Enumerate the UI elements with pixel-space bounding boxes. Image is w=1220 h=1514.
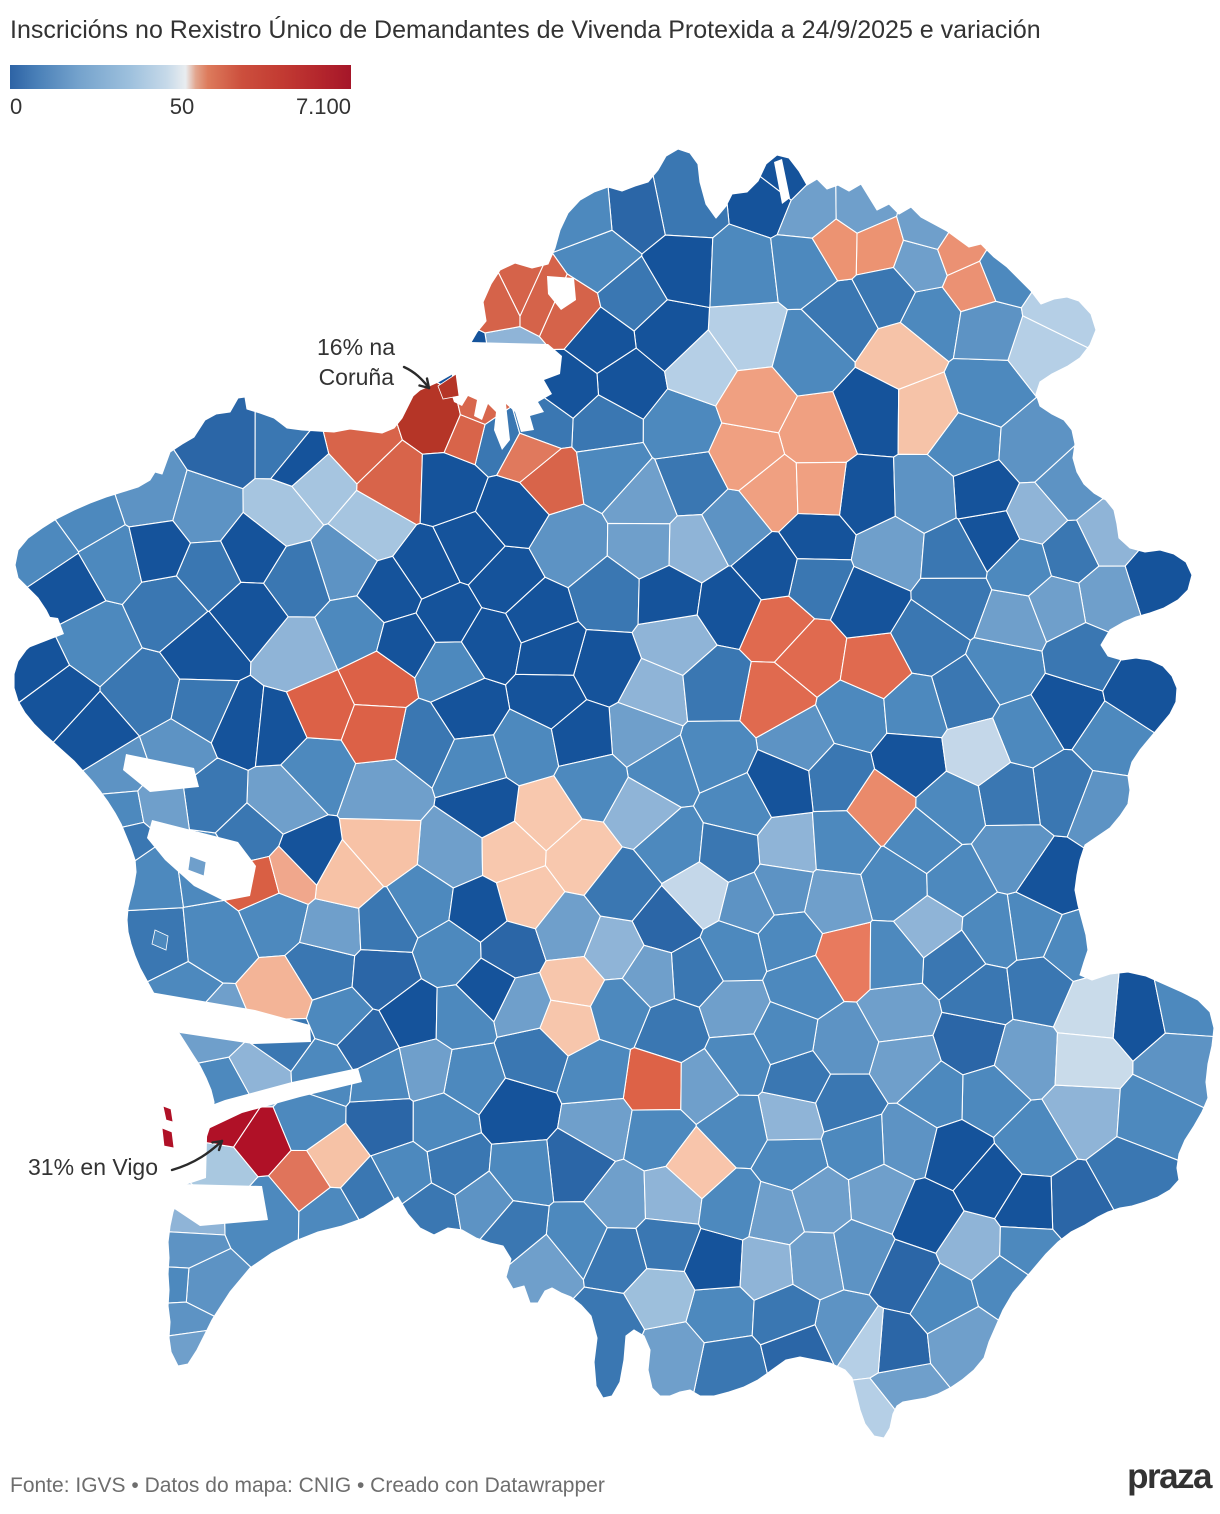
svg-text:praza: praza: [1127, 1457, 1213, 1496]
svg-text:50: 50: [170, 94, 194, 119]
svg-text:31% en Vigo: 31% en Vigo: [28, 1154, 158, 1180]
svg-text:0: 0: [10, 94, 22, 119]
svg-text:16% na: 16% na: [317, 334, 395, 360]
svg-text:Inscricións no Rexistro Único: Inscricións no Rexistro Único de Demanda…: [10, 15, 1041, 44]
svg-text:Coruña: Coruña: [319, 364, 395, 390]
svg-text:7.100: 7.100: [296, 94, 351, 119]
svg-text:Fonte: IGVS • Datos do mapa: C: Fonte: IGVS • Datos do mapa: CNIG • Crea…: [10, 1474, 605, 1497]
